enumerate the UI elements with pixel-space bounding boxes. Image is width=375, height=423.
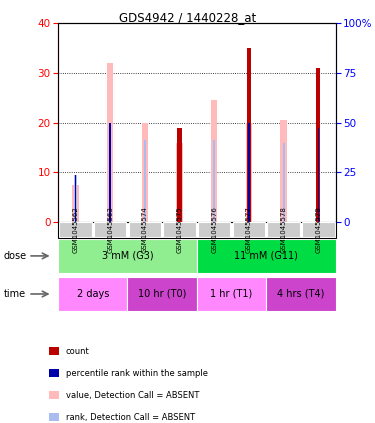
Text: rank, Detection Call = ABSENT: rank, Detection Call = ABSENT <box>66 412 195 422</box>
Text: percentile rank within the sample: percentile rank within the sample <box>66 368 208 378</box>
Text: GSM1045577: GSM1045577 <box>246 206 252 253</box>
Text: GSM1045578: GSM1045578 <box>280 206 286 253</box>
Bar <box>213 140 215 222</box>
Bar <box>107 63 113 222</box>
Bar <box>72 185 79 222</box>
Bar <box>109 123 111 222</box>
Text: 3 mM (G3): 3 mM (G3) <box>102 251 153 261</box>
Bar <box>74 175 76 222</box>
Text: 2 days: 2 days <box>76 289 109 299</box>
Text: GSM1045575: GSM1045575 <box>177 206 183 253</box>
Text: 10 hr (T0): 10 hr (T0) <box>138 289 186 299</box>
Bar <box>246 123 252 222</box>
Text: GDS4942 / 1440228_at: GDS4942 / 1440228_at <box>119 11 256 24</box>
Text: count: count <box>66 346 90 356</box>
Text: 11 mM (G11): 11 mM (G11) <box>234 251 298 261</box>
Bar <box>247 48 251 222</box>
Bar <box>318 128 319 222</box>
Bar <box>177 128 182 222</box>
Text: GSM1045576: GSM1045576 <box>211 206 217 253</box>
Text: GSM1045574: GSM1045574 <box>142 206 148 253</box>
Text: 1 hr (T1): 1 hr (T1) <box>210 289 253 299</box>
Text: value, Detection Call = ABSENT: value, Detection Call = ABSENT <box>66 390 200 400</box>
Bar <box>178 145 181 222</box>
Bar <box>75 175 76 222</box>
Text: GSM1045562: GSM1045562 <box>72 206 78 253</box>
Bar <box>176 143 183 222</box>
Bar <box>110 123 111 222</box>
Text: GSM1045579: GSM1045579 <box>315 206 321 253</box>
Text: dose: dose <box>4 251 27 261</box>
Bar <box>316 68 320 222</box>
Bar <box>211 100 217 222</box>
Text: 4 hrs (T4): 4 hrs (T4) <box>277 289 325 299</box>
Bar <box>282 143 285 222</box>
Bar <box>280 120 287 222</box>
Bar <box>248 123 250 222</box>
Text: GSM1045563: GSM1045563 <box>107 206 113 253</box>
Bar <box>144 140 146 222</box>
Bar <box>142 123 148 222</box>
Text: time: time <box>4 289 26 299</box>
